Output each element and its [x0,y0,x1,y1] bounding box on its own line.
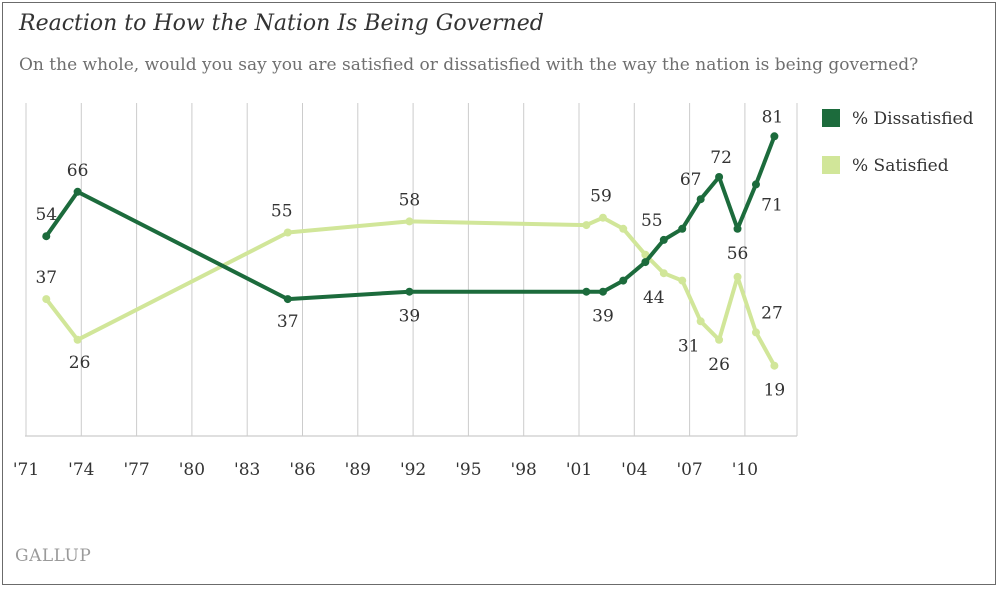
data-label: 56 [727,244,749,264]
data-label: 31 [678,336,700,356]
x-tick-label: '01 [566,460,592,480]
data-label: 39 [592,307,614,327]
data-label: 58 [399,190,421,210]
x-tick-label: '07 [676,460,702,480]
data-point [715,335,724,344]
data-label: 37 [35,268,57,288]
data-label: 67 [680,170,702,190]
legend-label: % Satisfied [852,156,949,176]
x-tick-label: '77 [123,460,149,480]
x-tick-label: '04 [621,460,647,480]
data-label: 37 [277,312,299,332]
x-tick-label: '98 [511,460,537,480]
data-point [733,224,742,233]
chart-title: Reaction to How the Nation Is Being Gove… [19,11,544,36]
data-point [619,276,628,285]
data-label: 54 [35,205,57,225]
x-tick-label: '80 [179,460,205,480]
data-point [751,328,760,337]
data-label: 55 [271,202,293,222]
data-label: 26 [708,355,730,375]
legend-swatch-satisfied [822,156,840,174]
data-point [598,287,607,296]
data-label: 59 [590,187,612,207]
data-point [283,295,292,304]
x-tick-label: '83 [234,460,260,480]
x-tick-label: '86 [289,460,315,480]
data-point [283,228,292,237]
data-point [733,272,742,281]
data-point [619,224,628,233]
data-label: 66 [67,161,89,181]
x-tick-label: '10 [732,460,758,480]
data-point [715,173,724,181]
data-label: 19 [764,381,786,401]
data-point [659,269,668,278]
x-tick-label: '89 [345,460,371,480]
data-point [42,295,51,304]
data-point [598,213,607,222]
data-label: 26 [69,353,91,373]
data-point [42,232,51,241]
data-label: 71 [761,195,783,215]
x-tick-label: '71 [13,460,39,480]
data-point [678,276,687,285]
chart-subtitle: On the whole, would you say you are sati… [19,55,919,75]
data-point [751,180,760,189]
x-tick-label: '74 [68,460,94,480]
data-point [73,187,82,196]
legend-swatch-dissatisfied [822,109,840,127]
data-point [582,287,591,296]
data-label: 55 [641,211,663,231]
data-point [696,195,705,204]
data-point [678,224,687,233]
data-point [405,287,414,296]
legend-label: % Dissatisfied [852,109,974,129]
data-label: 44 [643,288,665,308]
data-label: 27 [761,303,783,323]
data-label: 81 [762,107,784,127]
data-label: 72 [710,148,732,168]
data-point [770,361,779,370]
gallup-logo: GALLUP [15,546,92,566]
data-point [770,132,779,141]
data-point [405,217,414,226]
x-tick-label: '92 [400,460,426,480]
data-point [73,335,82,344]
data-point [582,221,591,230]
data-point [641,258,650,267]
data-point [659,235,668,244]
data-label: 39 [399,307,421,327]
x-tick-label: '95 [455,460,481,480]
data-point [696,317,705,326]
